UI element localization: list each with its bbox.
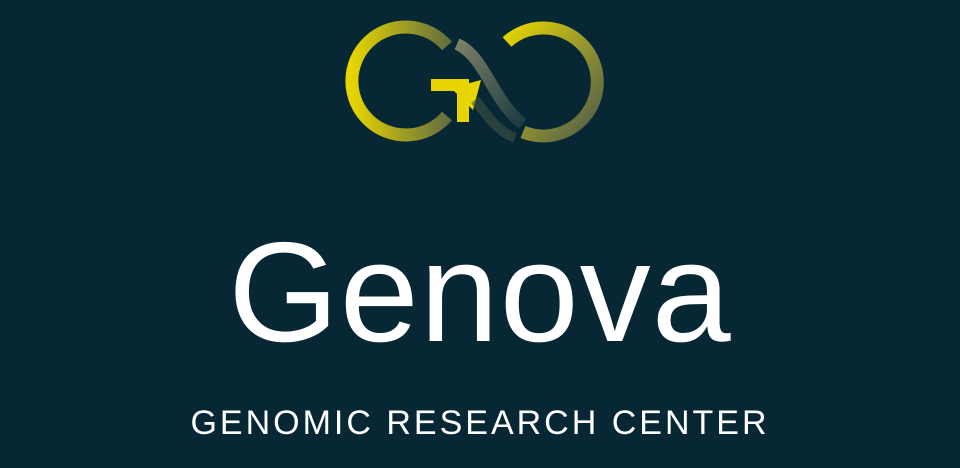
- go-infinity-arrow-icon: [335, 12, 625, 154]
- brand-tagline: GENOMIC RESEARCH CENTER: [190, 404, 770, 442]
- brand-name: Genova: [228, 213, 732, 372]
